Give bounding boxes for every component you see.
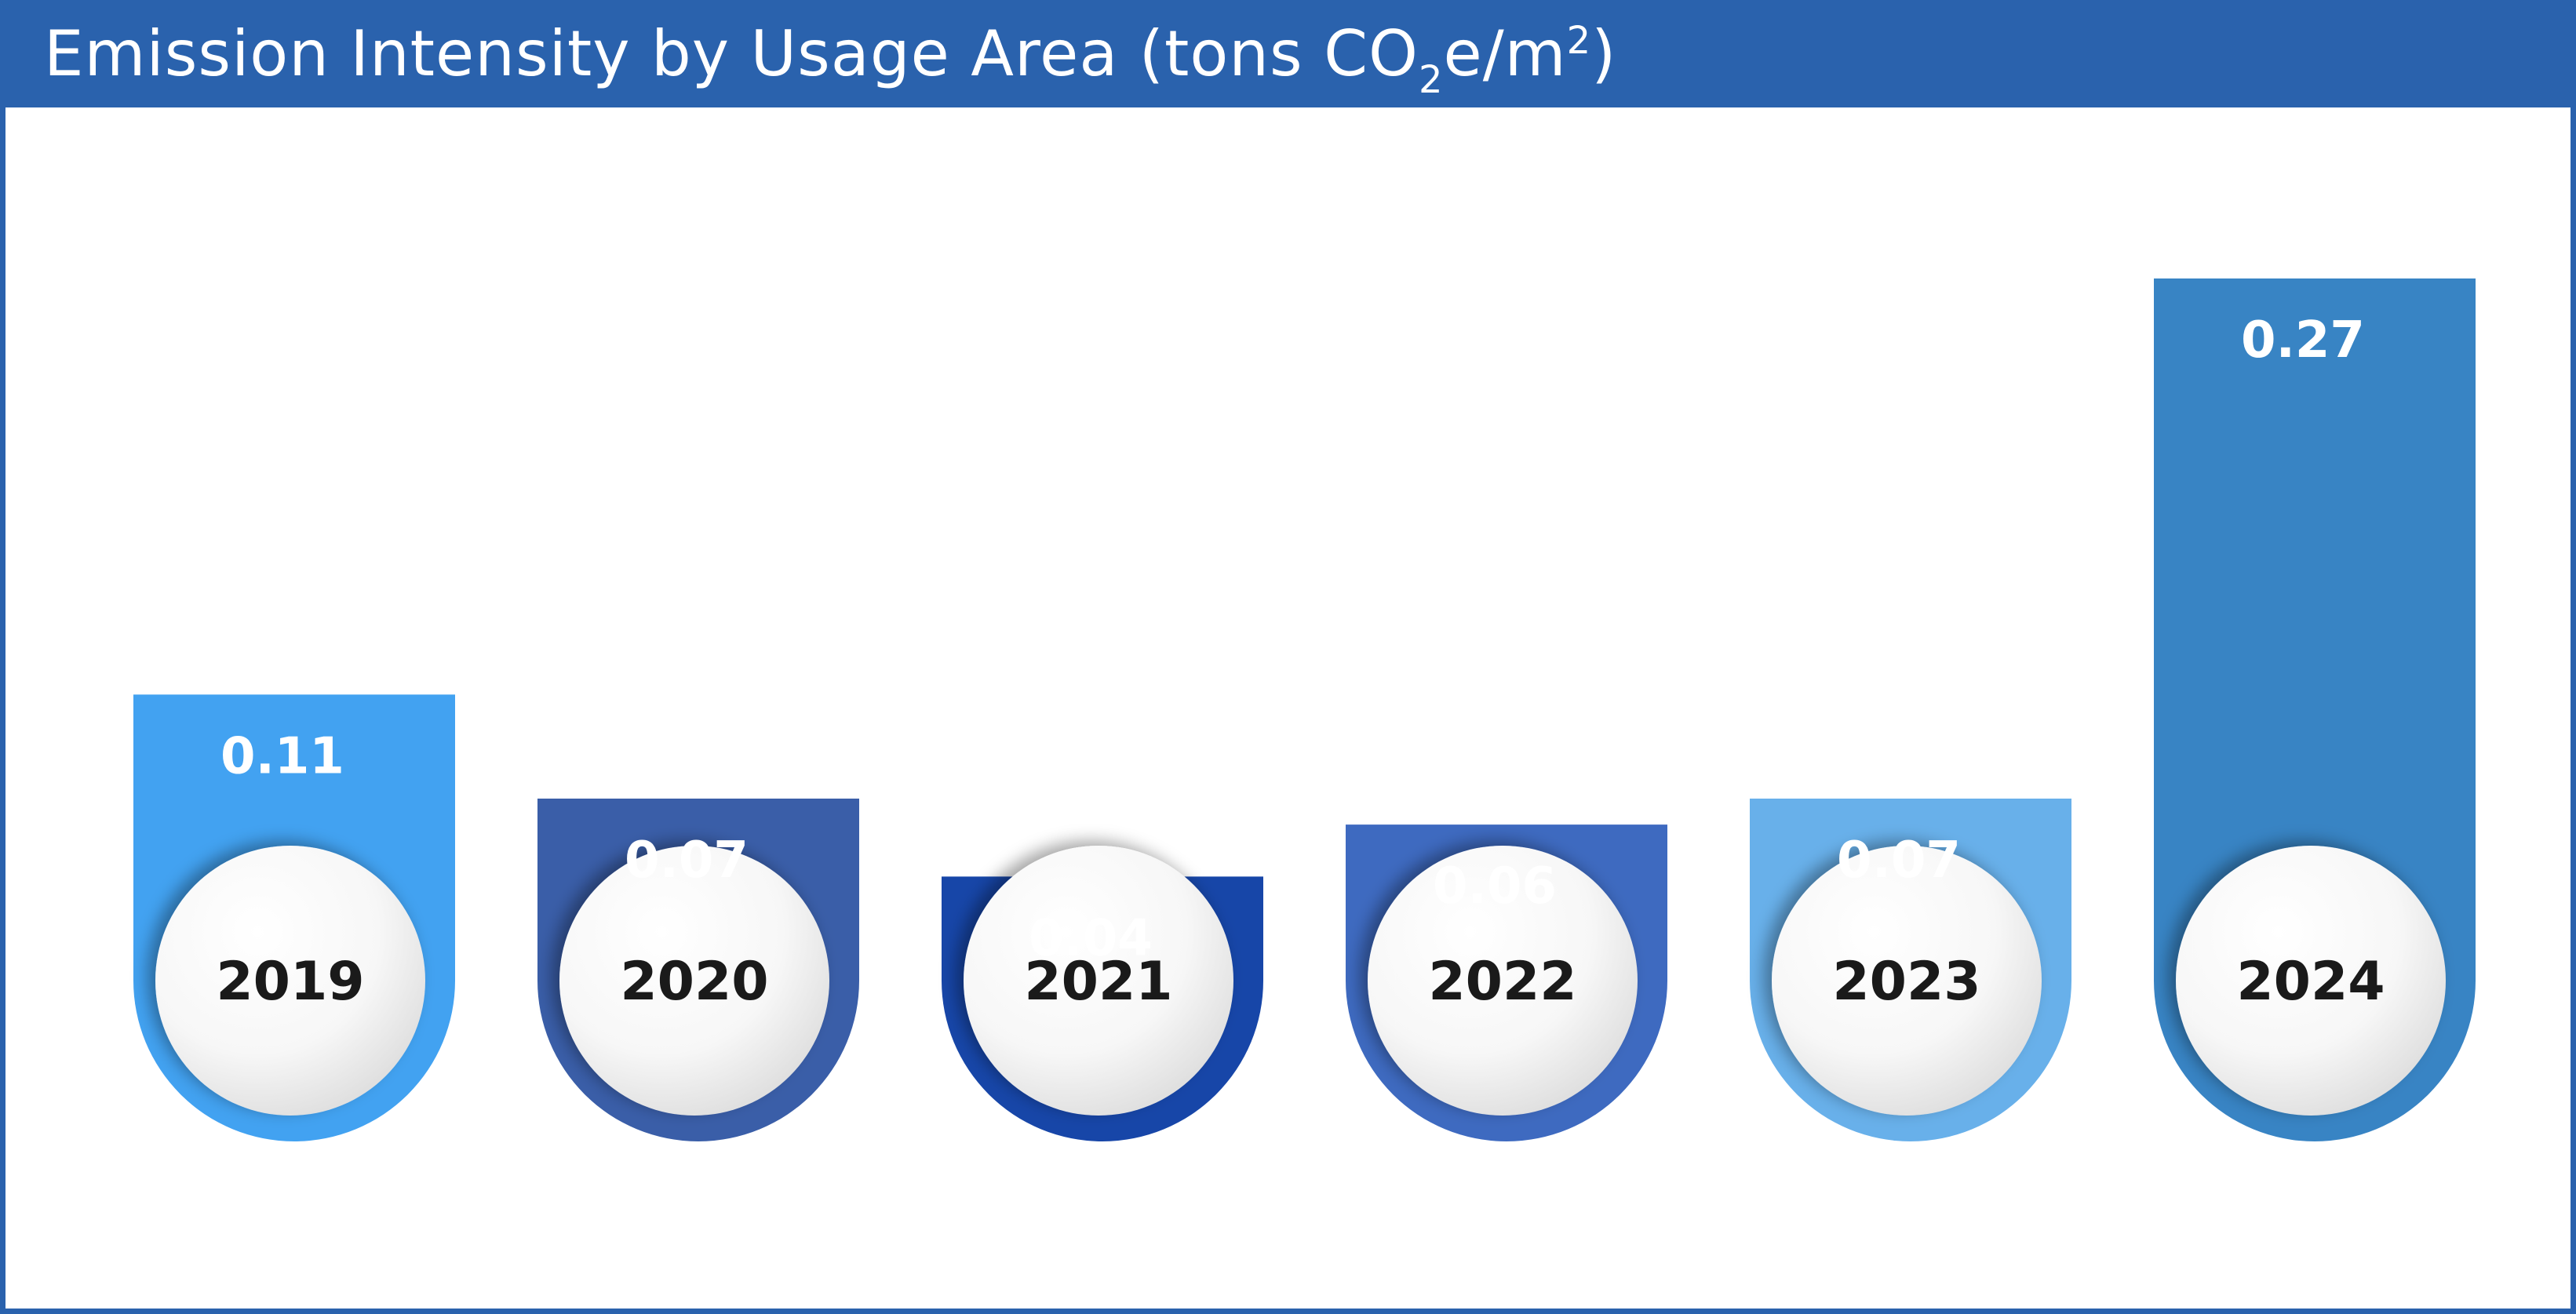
year-disc-2019: [155, 846, 425, 1116]
value-label-2022: 0.06: [1433, 857, 1557, 915]
category-label-2020: 2020: [620, 951, 768, 1013]
category-label-2019: 2019: [216, 951, 364, 1013]
year-disc-2024: [2176, 846, 2446, 1116]
title-mid: e/m: [1443, 17, 1567, 90]
value-label-2023: 0.07: [1837, 832, 1961, 890]
value-label-2021: 0.04: [1029, 909, 1153, 967]
category-label-2021: 2021: [1024, 951, 1172, 1013]
title-end: ): [1591, 17, 1617, 90]
value-label-2020: 0.07: [625, 832, 749, 890]
year-disc-2023: [1772, 846, 2042, 1116]
title-superscript: 2: [1566, 19, 1592, 63]
category-label-2024: 2024: [2236, 951, 2385, 1013]
title-main: Emission Intensity by Usage Area (tons C…: [44, 17, 1419, 90]
value-label-2019: 0.11: [220, 727, 344, 785]
year-disc-2020: [559, 846, 829, 1116]
category-label-2023: 2023: [1832, 951, 1980, 1013]
value-label-2024: 0.27: [2241, 311, 2365, 369]
category-label-2022: 2022: [1428, 951, 1576, 1013]
chart-title: Emission Intensity by Usage Area (tons C…: [44, 17, 1616, 102]
year-disc-2021: [964, 846, 1233, 1116]
title-bar: Emission Intensity by Usage Area (tons C…: [0, 0, 2576, 107]
title-subscript: 2: [1418, 58, 1444, 102]
year-disc-2022: [1368, 846, 1638, 1116]
